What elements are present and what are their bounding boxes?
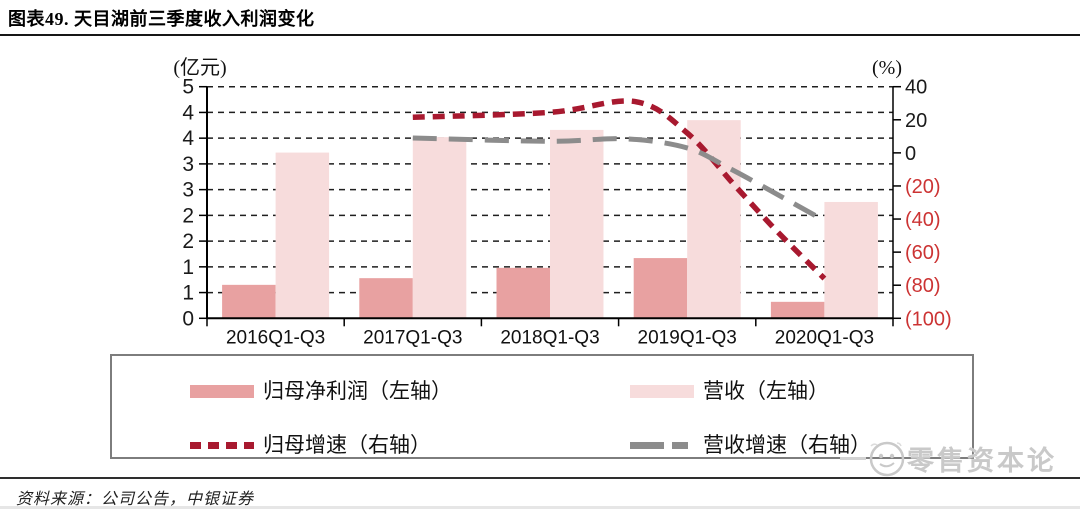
y-axis-right-tick-label: 0 — [905, 143, 916, 165]
y-axis-left-tick-label: 1 — [182, 256, 194, 279]
chart-legend: 归母净利润（左轴） 营收（左轴） 归母增速（右轴） 营收增速（右轴） — [110, 354, 974, 459]
watermark-logo-icon — [869, 441, 905, 477]
y-axis-left-tick-label: 1 — [182, 282, 194, 305]
revenue-swatch — [630, 384, 694, 398]
right-axis-unit-label: (%) — [872, 57, 902, 79]
x-axis-category-label: 2019Q1-Q3 — [638, 327, 737, 348]
chart-canvas: 40200(20)(40)(60)(80)(100)54433221102016… — [173, 56, 952, 348]
legend-label: 归母增速（右轴） — [263, 433, 431, 457]
y-axis-left-tick-label: 3 — [182, 179, 194, 202]
y-axis-left-tick-label: 4 — [182, 101, 194, 124]
x-axis-category-label: 2016Q1-Q3 — [226, 327, 325, 348]
figure-bottom-rule — [0, 477, 1080, 479]
legend-label: 营收（左轴） — [703, 379, 829, 403]
bar-net-profit-2017Q1-Q3 — [359, 278, 413, 319]
page-bottom-edge — [0, 506, 1080, 509]
bar-net-profit-2020Q1-Q3 — [770, 301, 825, 319]
x-axis-category-label: 2017Q1-Q3 — [363, 327, 462, 348]
watermark-dash — [840, 456, 866, 460]
legend-item-net-profit-growth: 归母增速（右轴） — [190, 432, 431, 458]
bar-net-profit-2016Q1-Q3 — [222, 284, 276, 319]
legend-item-revenue-growth: 营收增速（右轴） — [630, 432, 871, 458]
y-axis-right-tick-label: 20 — [905, 110, 927, 132]
x-axis-category-label: 2020Q1-Q3 — [775, 327, 874, 348]
source-note: 资料来源：公司公告，中银证券 — [16, 491, 255, 508]
x-axis-category-label: 2018Q1-Q3 — [500, 327, 599, 348]
y-axis-right-tick-label: (60) — [905, 242, 941, 264]
legend-item-revenue: 营收（左轴） — [630, 378, 829, 404]
legend-label: 营收增速（右轴） — [703, 433, 871, 457]
bar-revenue-2020Q1-Q3 — [824, 201, 878, 319]
left-axis-unit-label: (亿元) — [173, 56, 226, 79]
y-axis-right-tick-label: 40 — [905, 77, 927, 99]
bar-revenue-2019Q1-Q3 — [687, 120, 741, 319]
y-axis-right-tick-label: (80) — [905, 275, 941, 297]
bar-revenue-2018Q1-Q3 — [550, 129, 604, 319]
bar-revenue-2017Q1-Q3 — [412, 137, 467, 319]
page-title: 图表49. 天目湖前三季度收入利润变化 — [8, 9, 315, 29]
bar-revenue-2016Q1-Q3 — [275, 152, 330, 319]
y-axis-right-tick-label: (100) — [905, 308, 952, 330]
bar-net-profit-2018Q1-Q3 — [496, 267, 550, 319]
y-axis-left-tick-label: 4 — [182, 127, 194, 150]
watermark-text: 零售资本论 — [907, 445, 1057, 476]
y-axis-left-tick-label: 3 — [182, 153, 194, 176]
legend-item-net-profit: 归母净利润（左轴） — [190, 378, 452, 404]
y-axis-left-tick-label: 5 — [182, 76, 194, 99]
y-axis-left-tick-label: 0 — [182, 307, 194, 330]
net-profit-growth-line-swatch — [190, 441, 254, 449]
y-axis-right-tick-label: (20) — [905, 176, 941, 198]
watermark: 零售资本论 — [840, 438, 1057, 478]
revenue-growth-line — [412, 135, 826, 223]
net-profit-swatch — [190, 384, 254, 398]
legend-label: 归母净利润（左轴） — [263, 379, 452, 403]
y-axis-right-tick-label: (40) — [905, 209, 941, 231]
y-axis-left-tick-label: 2 — [182, 204, 194, 227]
y-axis-left-tick-label: 2 — [182, 230, 194, 253]
title-underline — [0, 34, 1080, 36]
bar-net-profit-2019Q1-Q3 — [633, 258, 688, 319]
revenue-growth-line-swatch — [630, 441, 694, 449]
